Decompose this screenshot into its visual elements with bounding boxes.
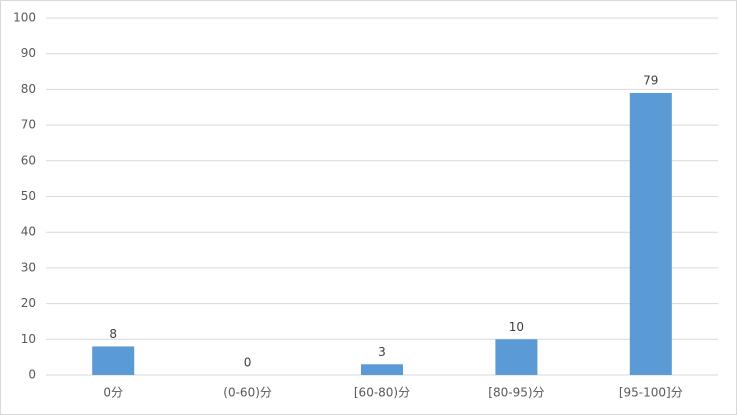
y-tick-label: 0 xyxy=(28,368,36,382)
y-tick-label: 50 xyxy=(21,189,36,203)
x-tick-label: [95-100]分 xyxy=(619,386,683,400)
y-tick-label: 100 xyxy=(13,11,36,25)
data-label: 0 xyxy=(244,356,252,370)
bar xyxy=(629,92,672,375)
bar xyxy=(361,364,403,375)
x-tick-label: 0分 xyxy=(103,386,123,400)
bar xyxy=(495,339,538,375)
y-tick-label: 20 xyxy=(21,296,36,310)
y-tick-label: 60 xyxy=(21,153,36,167)
y-tick-label: 70 xyxy=(21,118,36,132)
y-tick-label: 90 xyxy=(21,46,36,60)
x-tick-label: [80-95)分 xyxy=(488,386,544,400)
x-tick-label: (0-60)分 xyxy=(223,386,272,400)
y-tick-label: 10 xyxy=(21,332,36,346)
data-label: 79 xyxy=(643,73,658,87)
y-tick-label: 40 xyxy=(21,225,36,239)
data-label: 8 xyxy=(109,327,117,341)
x-tick-label: [60-80)分 xyxy=(354,386,410,400)
data-label: 10 xyxy=(509,320,524,334)
y-tick-label: 30 xyxy=(21,260,36,274)
data-label: 3 xyxy=(378,345,386,359)
y-tick-label: 80 xyxy=(21,82,36,96)
bar xyxy=(92,346,135,375)
